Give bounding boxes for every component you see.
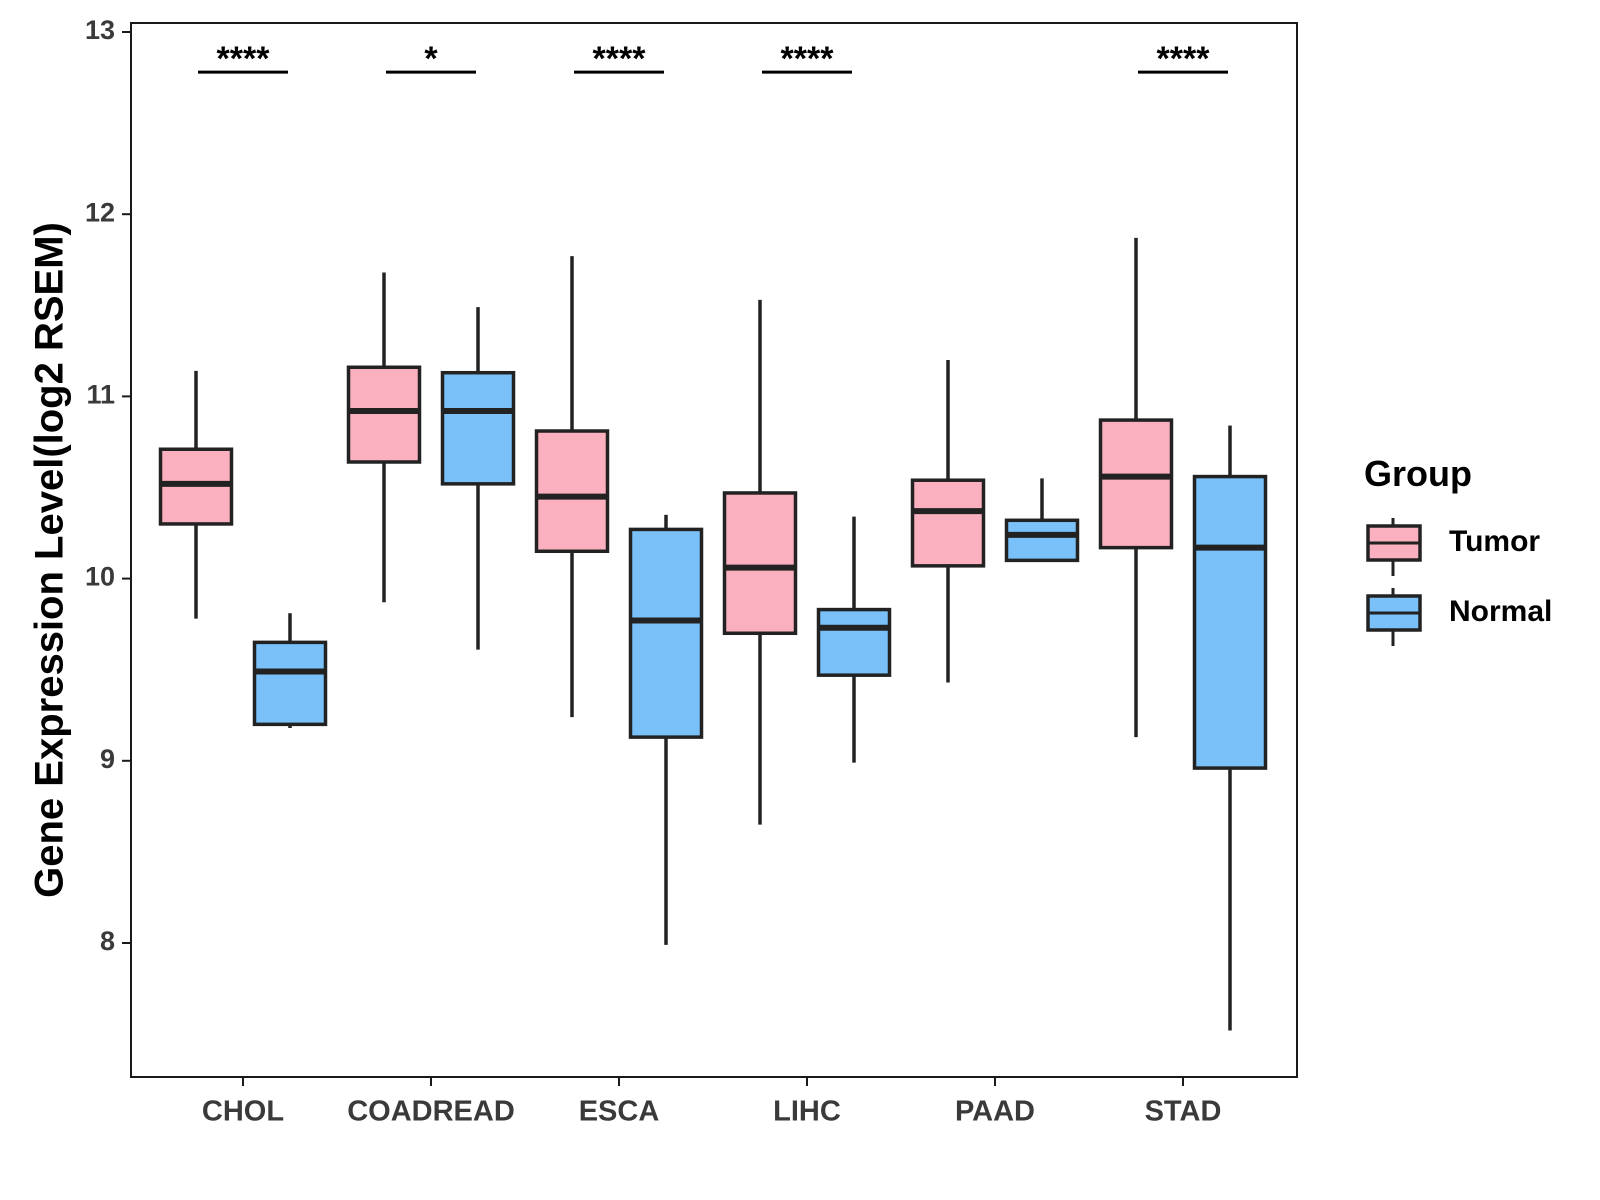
x-tick-label-chol: CHOL xyxy=(202,1096,284,1128)
significance-label-stad: **** xyxy=(1157,40,1211,78)
box-body xyxy=(534,429,610,554)
y-axis-title: Gene Expression Level(log2 RSEM) xyxy=(28,222,72,898)
box-tumor-stad xyxy=(1098,237,1174,738)
y-tick-label-11: 11 xyxy=(86,380,115,410)
box-body xyxy=(346,365,422,464)
legend-title: Group xyxy=(1364,453,1472,494)
box-body xyxy=(628,527,704,739)
box-normal-chol xyxy=(252,613,328,729)
y-axis: 8 9 10 11 12 13 xyxy=(85,15,131,956)
box-tumor-lihc xyxy=(722,299,798,825)
legend: Group Tumor Normal xyxy=(1364,453,1552,646)
significance-label-esca: **** xyxy=(593,40,647,78)
box-normal-lihc xyxy=(816,516,892,763)
box-body xyxy=(816,607,892,677)
box-body xyxy=(1192,474,1268,770)
x-tick-label-lihc: LIHC xyxy=(773,1096,841,1128)
legend-label-normal: Normal xyxy=(1449,595,1552,628)
box-body xyxy=(1098,418,1174,550)
x-tick-label-paad: PAAD xyxy=(955,1096,1035,1128)
plot-panel-border xyxy=(130,22,1298,1078)
box-body xyxy=(1004,518,1080,563)
y-tick-label-13: 13 xyxy=(85,15,115,45)
box-body xyxy=(910,478,986,568)
x-axis: CHOL COADREAD ESCA LIHC PAAD STAD xyxy=(202,1077,1221,1128)
legend-entry-tumor: Tumor xyxy=(1366,518,1540,576)
x-tick-label-stad: STAD xyxy=(1145,1096,1222,1128)
y-tick-label-8: 8 xyxy=(100,926,115,956)
legend-entries: Tumor Normal xyxy=(1366,518,1552,646)
significance-label-coadread: * xyxy=(424,40,438,78)
y-tick-label-12: 12 xyxy=(85,197,115,227)
x-tick-label-esca: ESCA xyxy=(579,1096,660,1128)
box-normal-stad xyxy=(1192,425,1268,1031)
box-normal-paad xyxy=(1004,478,1080,563)
box-layer xyxy=(158,237,1268,1031)
box-tumor-paad xyxy=(910,359,986,683)
significance-layer: **** * **** **** **** xyxy=(198,40,1228,78)
box-body xyxy=(722,491,798,636)
y-tick-label-9: 9 xyxy=(100,744,115,774)
box-body xyxy=(252,640,328,727)
box-tumor-esca xyxy=(534,256,610,718)
y-tick-label-10: 10 xyxy=(85,562,115,592)
legend-label-tumor: Tumor xyxy=(1449,525,1540,558)
significance-label-chol: **** xyxy=(217,40,271,78)
box-body xyxy=(440,370,516,486)
legend-entry-normal: Normal xyxy=(1366,588,1552,646)
x-tick-label-coadread: COADREAD xyxy=(347,1096,515,1128)
box-tumor-chol xyxy=(158,370,234,619)
box-normal-esca xyxy=(628,514,704,945)
box-normal-coadread xyxy=(440,307,516,650)
significance-label-lihc: **** xyxy=(781,40,835,78)
box-tumor-coadread xyxy=(346,272,422,603)
